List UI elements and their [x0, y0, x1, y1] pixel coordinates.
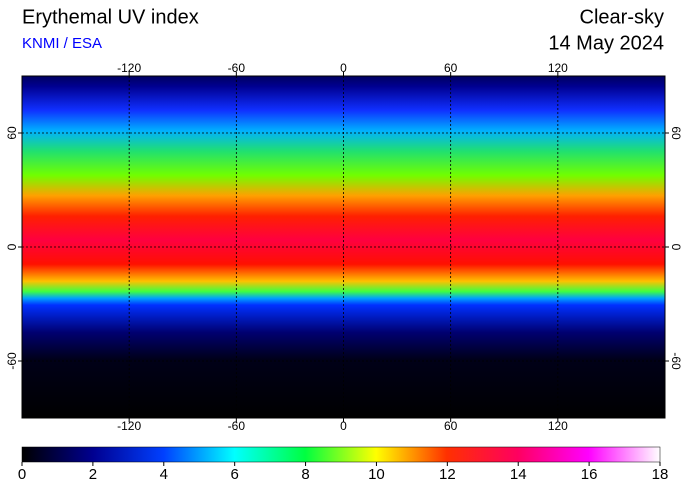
y-tick-label: -60: [669, 352, 683, 370]
title: Erythemal UV index: [22, 6, 199, 28]
date: 14 May 2024: [548, 32, 664, 54]
x-tick-label: 60: [444, 419, 458, 433]
colorbar-tick-label: 14: [510, 466, 527, 483]
colorbar-tick-label: 4: [160, 466, 168, 483]
x-tick-label: -120: [117, 61, 141, 75]
y-tick-label: 0: [5, 243, 19, 250]
x-tick-label: 60: [444, 61, 458, 75]
x-tick-label: -60: [228, 419, 246, 433]
colorbar-tick-label: 12: [439, 466, 456, 483]
condition: Clear-sky: [580, 6, 664, 28]
y-tick-label: 0: [669, 244, 683, 251]
subtitle: KNMI / ESA: [22, 35, 102, 52]
x-tick-label: -120: [117, 419, 141, 433]
colorbar-tick-label: 2: [89, 466, 97, 483]
colorbar-tick-label: 0: [18, 466, 26, 483]
colorbar-tick-label: 10: [368, 466, 385, 483]
x-tick-label: 120: [548, 61, 568, 75]
x-tick-label: 0: [340, 61, 347, 75]
colorbar-tick-label: 6: [230, 466, 238, 483]
y-tick-label: 60: [5, 126, 19, 140]
y-tick-label: 60: [669, 126, 683, 140]
colorbar-tick-label: 18: [652, 466, 669, 483]
colorbar-tick-label: 16: [581, 466, 598, 483]
y-tick-label: -60: [5, 352, 19, 370]
x-tick-label: 120: [548, 419, 568, 433]
colorbar: [21, 446, 661, 463]
colorbar-tick-label: 8: [301, 466, 309, 483]
x-tick-label: 0: [340, 419, 347, 433]
x-tick-label: -60: [228, 61, 246, 75]
